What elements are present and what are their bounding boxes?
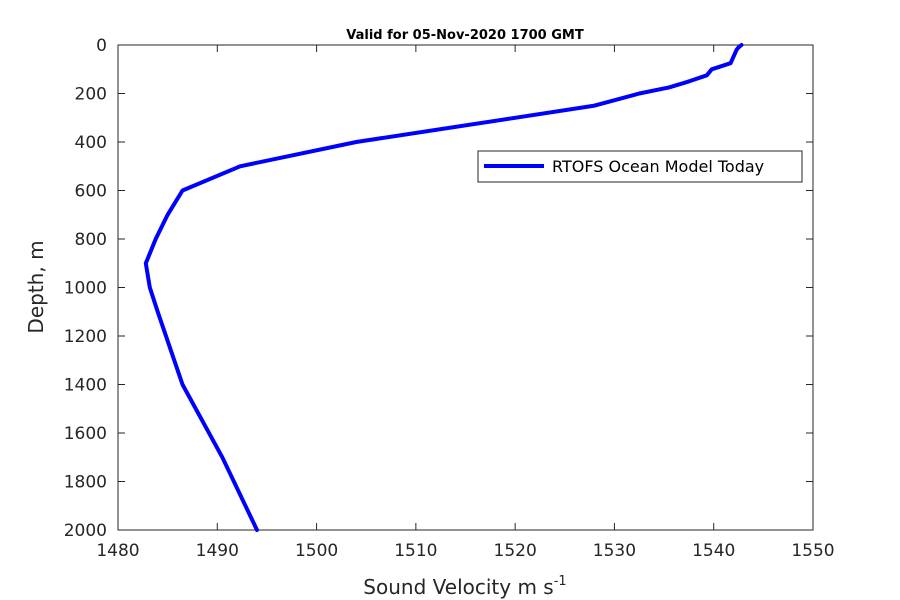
x-tick-label: 1540 — [692, 541, 735, 561]
y-tick-label: 200 — [75, 85, 107, 105]
x-tick-label: 1480 — [96, 541, 139, 561]
y-tick-label: 1600 — [64, 424, 107, 444]
y-tick-label: 1200 — [64, 327, 107, 347]
x-tick-label: 1490 — [196, 541, 239, 561]
x-axis-label: Sound Velocity m s-1 — [363, 574, 566, 599]
x-tick-label: 1510 — [394, 541, 437, 561]
y-axis-label: Depth, m — [24, 240, 48, 333]
x-tick-label: 1550 — [791, 541, 834, 561]
y-tick-label: 1400 — [64, 376, 107, 396]
y-tick-label: 1000 — [64, 279, 107, 299]
y-tick-label: 600 — [75, 182, 107, 202]
y-tick-label: 2000 — [64, 521, 107, 541]
chart-title: Valid for 05-Nov-2020 1700 GMT — [346, 28, 584, 43]
legend: RTOFS Ocean Model Today — [477, 150, 803, 183]
x-tick-label: 1500 — [295, 541, 338, 561]
series-line — [143, 43, 744, 532]
axis-ticks: 1480 1490 1500 1510 1520 1530 1540 1550 0 200 400 6… — [64, 36, 835, 561]
legend-label: RTOFS Ocean Model Today — [552, 157, 764, 176]
y-tick-label: 400 — [75, 133, 107, 153]
x-tick-label: 1520 — [494, 541, 537, 561]
y-tick-label: 0 — [96, 36, 107, 56]
x-axis-label-superscript: -1 — [554, 574, 567, 589]
y-tick-label: 800 — [75, 230, 107, 250]
data-series — [143, 43, 744, 532]
x-tick-label: 1530 — [593, 541, 636, 561]
x-axis-label-text: Sound Velocity m s — [363, 575, 553, 599]
y-tick-label: 1800 — [64, 473, 107, 493]
